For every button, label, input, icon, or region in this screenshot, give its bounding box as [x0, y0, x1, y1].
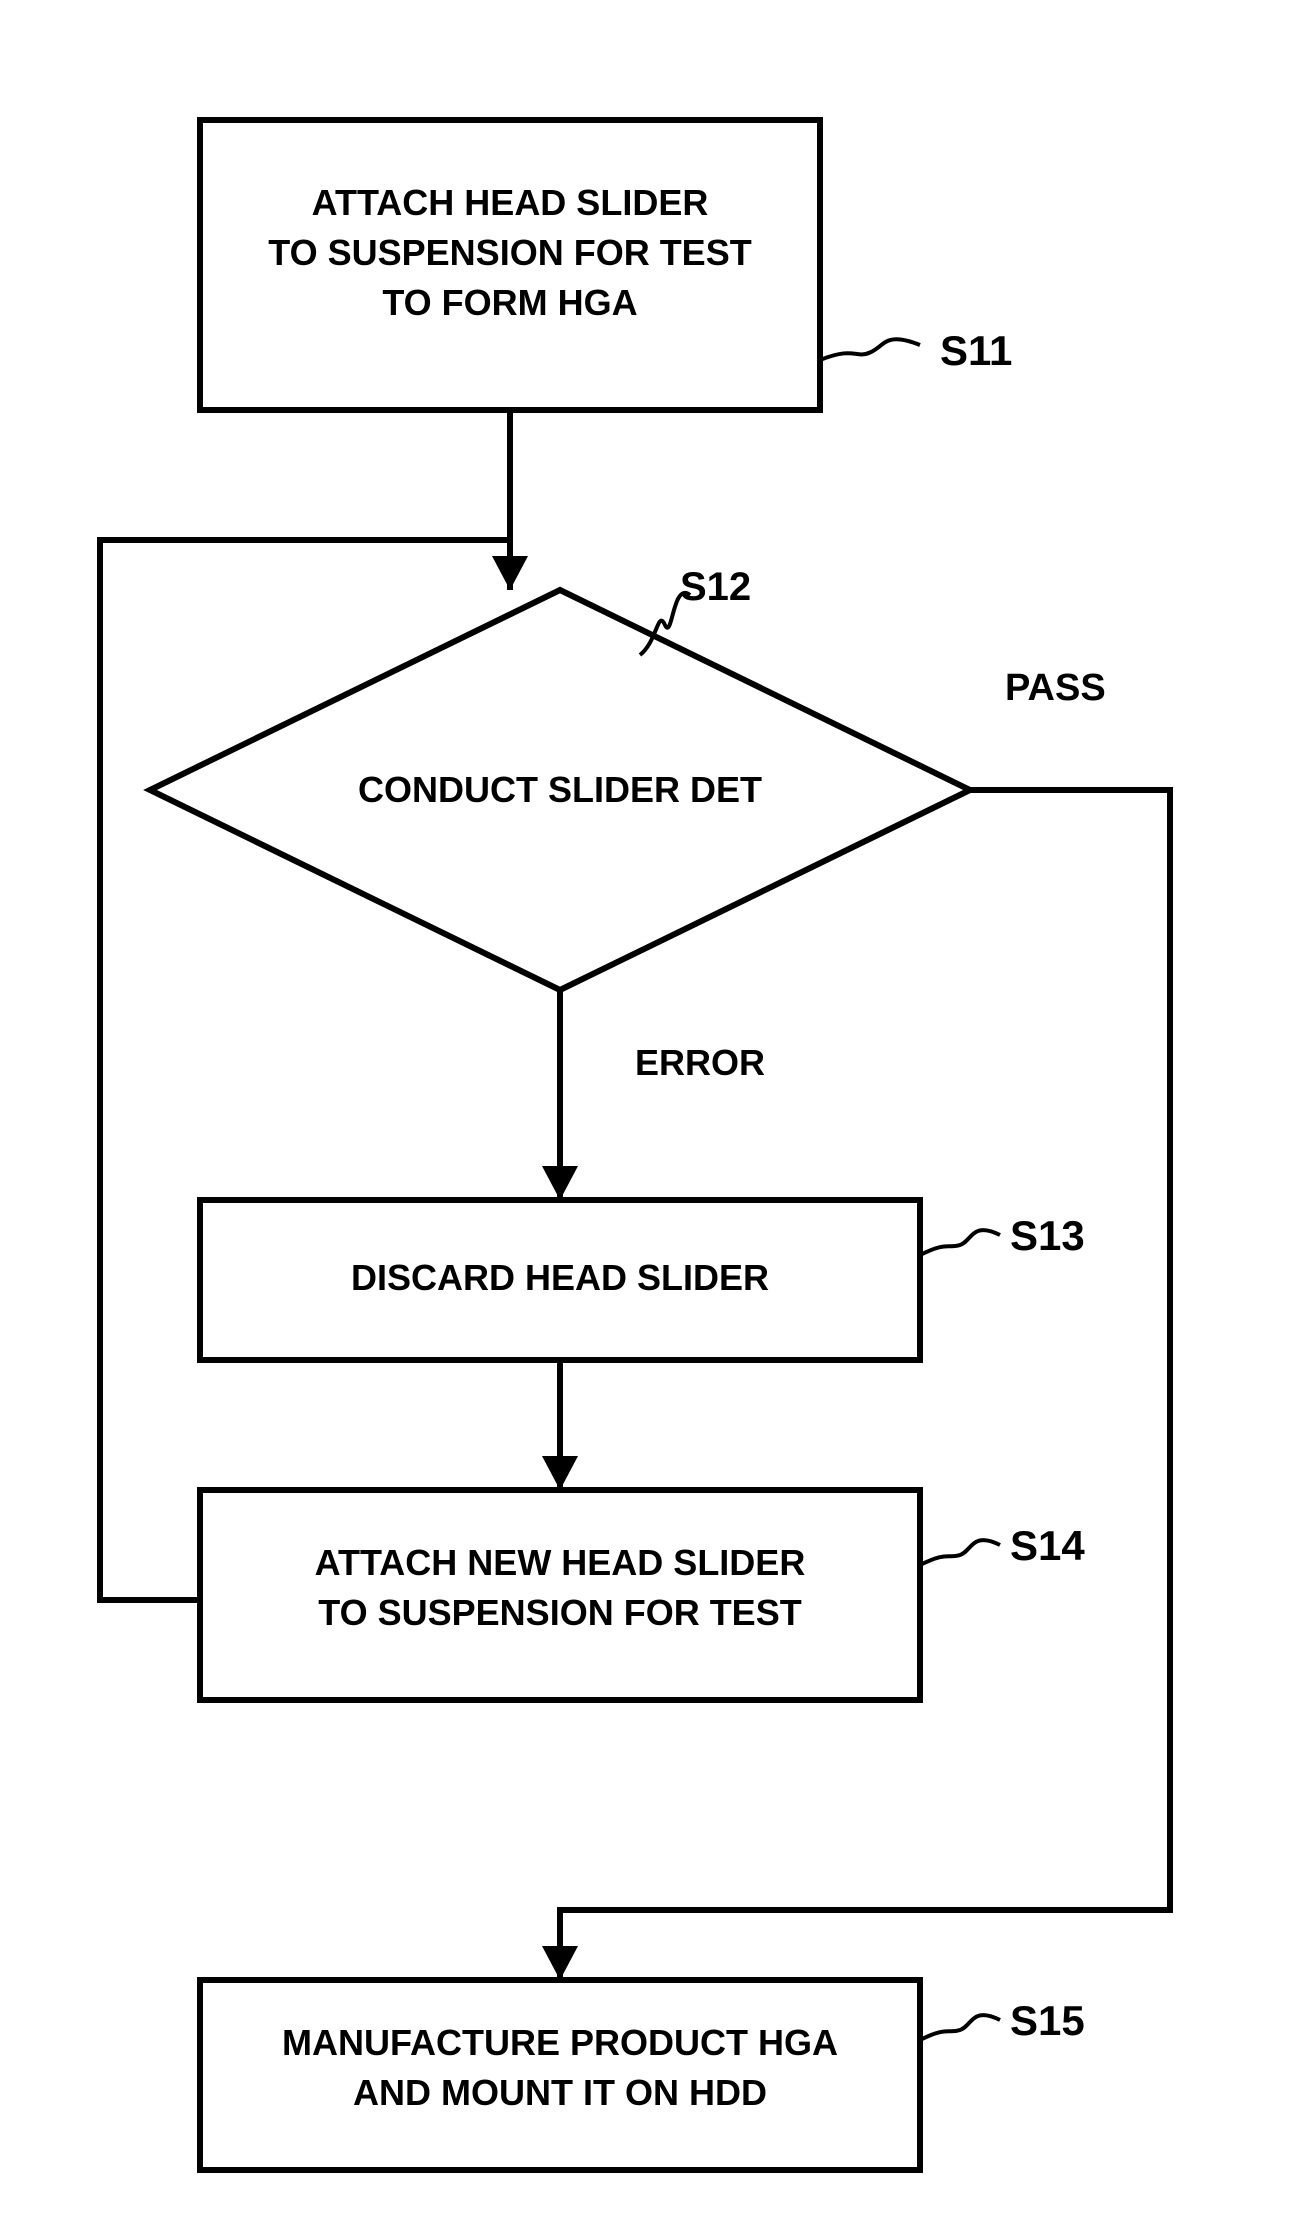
step-label-s12: S12	[680, 565, 751, 609]
node-s14-text-line-0: ATTACH NEW HEAD SLIDER	[315, 1542, 806, 1583]
node-s12-text-line-0: CONDUCT SLIDER DET	[358, 769, 762, 810]
step-label-s13: S13	[1010, 1212, 1085, 1259]
edge-label-pass: PASS	[1005, 667, 1106, 709]
node-s15-text-line-0: MANUFACTURE PRODUCT HGA	[282, 2022, 838, 2063]
node-s11: ATTACH HEAD SLIDER TO SUSPENSION FOR TEST…	[200, 120, 820, 410]
flowchart-canvas: PASS ERROR ATTACH HEAD SLIDER TO SUSPENSION…	[0, 0, 1314, 2232]
node-s15-text-line-1: AND MOUNT IT ON HDD	[353, 2072, 767, 2113]
edge-e_s12_pass_s15	[560, 790, 1170, 1980]
node-s11-text-line-2: TO FORM HGA	[382, 282, 637, 323]
label-leader-s13	[920, 1230, 1000, 1255]
edge-label-error: ERROR	[635, 1042, 765, 1083]
step-label-s15: S15	[1010, 1997, 1085, 2044]
node-s14-text-line-1: TO SUSPENSION FOR TEST	[318, 1592, 801, 1633]
step-label-s11: S11	[940, 327, 1012, 374]
node-s15: MANUFACTURE PRODUCT HGA AND MOUNT IT ON H…	[200, 1980, 920, 2170]
node-s12: CONDUCT SLIDER DET	[150, 590, 970, 990]
step-label-s14: S14	[1010, 1522, 1085, 1569]
node-s11-text-line-1: TO SUSPENSION FOR TEST	[268, 232, 751, 273]
label-leader-s14	[920, 1540, 1000, 1565]
node-s13-text-line-0: DISCARD HEAD SLIDER	[351, 1257, 769, 1298]
node-s13: DISCARD HEAD SLIDER	[200, 1200, 920, 1360]
node-s11-text-line-0: ATTACH HEAD SLIDER	[312, 182, 709, 223]
label-leader-s15	[920, 2015, 1000, 2040]
node-s14: ATTACH NEW HEAD SLIDER TO SUSPENSION FOR …	[200, 1490, 920, 1700]
label-leader-s11	[820, 339, 920, 360]
